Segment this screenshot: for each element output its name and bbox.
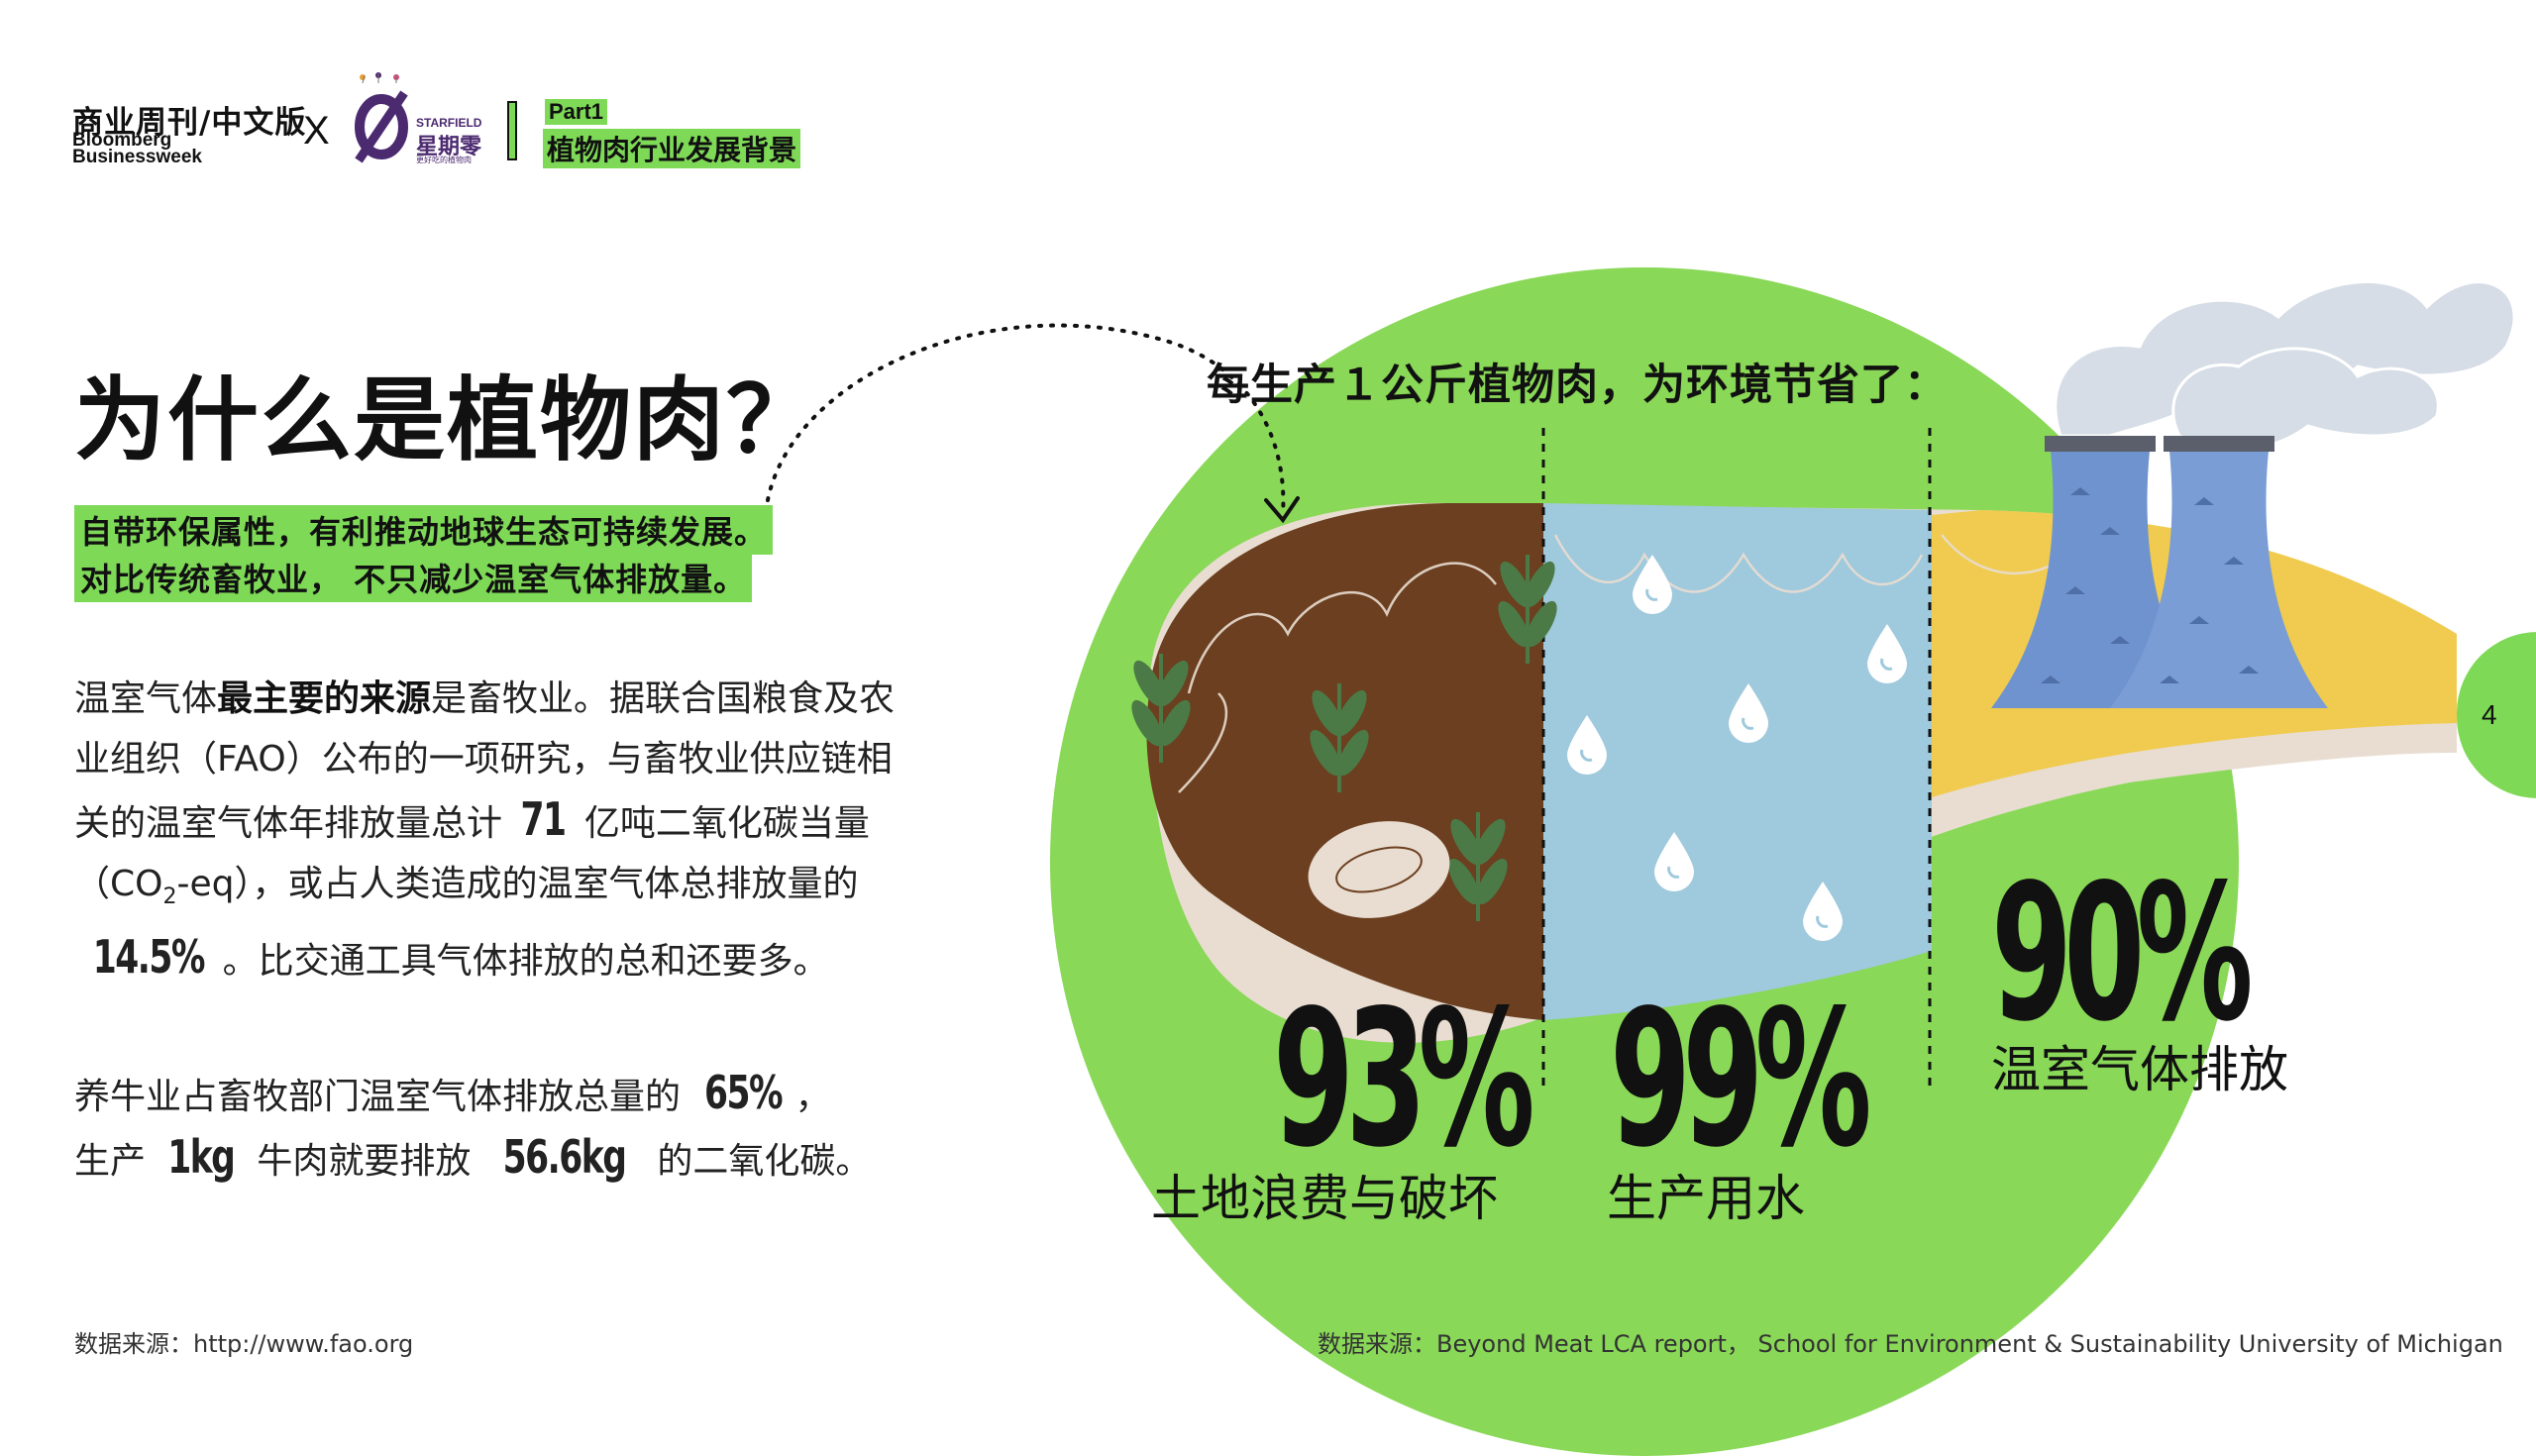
source-right: 数据来源：Beyond Meat LCA report， School for … (1318, 1330, 2503, 1358)
p2-text-b: ， (794, 1077, 831, 1117)
graphic-title: 每生产１公斤植物肉，为环境节省了： (1207, 361, 1948, 410)
plant-meat-illustration (766, 280, 2516, 1090)
p2-text-d: 牛肉就要排放 (245, 1141, 482, 1182)
brand-name-en-line2: Businessweek (72, 147, 202, 167)
p2-text-a: 养牛业占畜牧部门温室气体排放总量的 (74, 1077, 692, 1117)
p2-number-56kg: 56.6kg (502, 1130, 627, 1184)
source-left: 数据来源：http://www.fao.org (74, 1330, 414, 1358)
p1-emphasis: 最主要的来源 (217, 678, 432, 719)
partner-name-cn: 星期零 (416, 135, 482, 159)
section-title: 植物肉行业发展背景 (543, 129, 801, 168)
p1-number-percent: 14.5% (92, 930, 206, 985)
p1-text-d: 亿吨二氧化碳当量（CO (74, 803, 870, 904)
p1-text-a: 温室气体 (74, 678, 218, 719)
p2-text-c: 生产 (74, 1141, 158, 1182)
highlight-line-1: 自带环保属性，有利推动地球生态可持续发展。 (74, 505, 774, 555)
stone-icon (1308, 821, 1450, 918)
p1-text-e: -eq），或占人类造成的温室气体总排放量的 (176, 864, 859, 904)
part-label: Part1 (545, 99, 608, 125)
partner-tagline: 更好吃的植物肉 (416, 156, 472, 164)
brand-name-en-line1: Bloomberg (72, 130, 172, 151)
header-divider-accent (509, 103, 515, 158)
collab-cross: X (303, 109, 330, 153)
stat-land-label: 土地浪费与破坏 (1151, 1170, 1498, 1227)
brand-name-cn: 商业周刊/中文版 (72, 105, 307, 141)
cooling-tower-icon (1991, 436, 2328, 708)
water-section (1543, 503, 1932, 1020)
page-number: 4 (2482, 699, 2497, 730)
p2-number-65: 65% (704, 1066, 784, 1119)
page-title: 为什么是植物肉？ (74, 367, 820, 473)
paragraph-1: 温室气体最主要的来源是畜牧业。据联合国粮食及农业组织（FAO）公布的一项研究，与… (74, 669, 897, 991)
paragraph-2: 养牛业占畜牧部门温室气体排放总量的 65%， 生产 1kg 牛肉就要排放 56.… (74, 1063, 897, 1192)
partner-name-en: STARFIELD (416, 116, 482, 130)
stat-ghg-value: 90% (1991, 844, 2254, 1063)
stat-ghg-label: 温室气体排放 (1991, 1041, 2288, 1098)
stat-land-value: 93% (1273, 970, 1535, 1189)
p2-text-e: 的二氧化碳。 (645, 1141, 872, 1182)
stat-water-value: 99% (1610, 970, 1872, 1189)
starfield-logo-icon (355, 72, 408, 163)
dotted-arrow (766, 323, 1286, 517)
stat-water-label: 生产用水 (1607, 1170, 1805, 1227)
p2-number-1kg: 1kg (167, 1130, 237, 1184)
arrow-head-icon (1264, 496, 1300, 524)
water-drop-icon (1567, 555, 1907, 941)
smoke-icon (2054, 280, 2516, 452)
wheat-icon (1131, 555, 1557, 921)
p1-subscript: 2 (162, 884, 177, 910)
p1-text-f: 。比交通工具气体排放的总和还要多。 (222, 941, 829, 983)
p1-text-c: 是畜牧业。据联合国粮食及农业组织（FAO）公布的一项研究，与畜牧业供应链相关的温… (74, 678, 896, 844)
p1-number-71: 71 (520, 792, 568, 846)
highlight-line-2: 对比传统畜牧业， 不只减少温室气体排放量。 (74, 553, 753, 602)
